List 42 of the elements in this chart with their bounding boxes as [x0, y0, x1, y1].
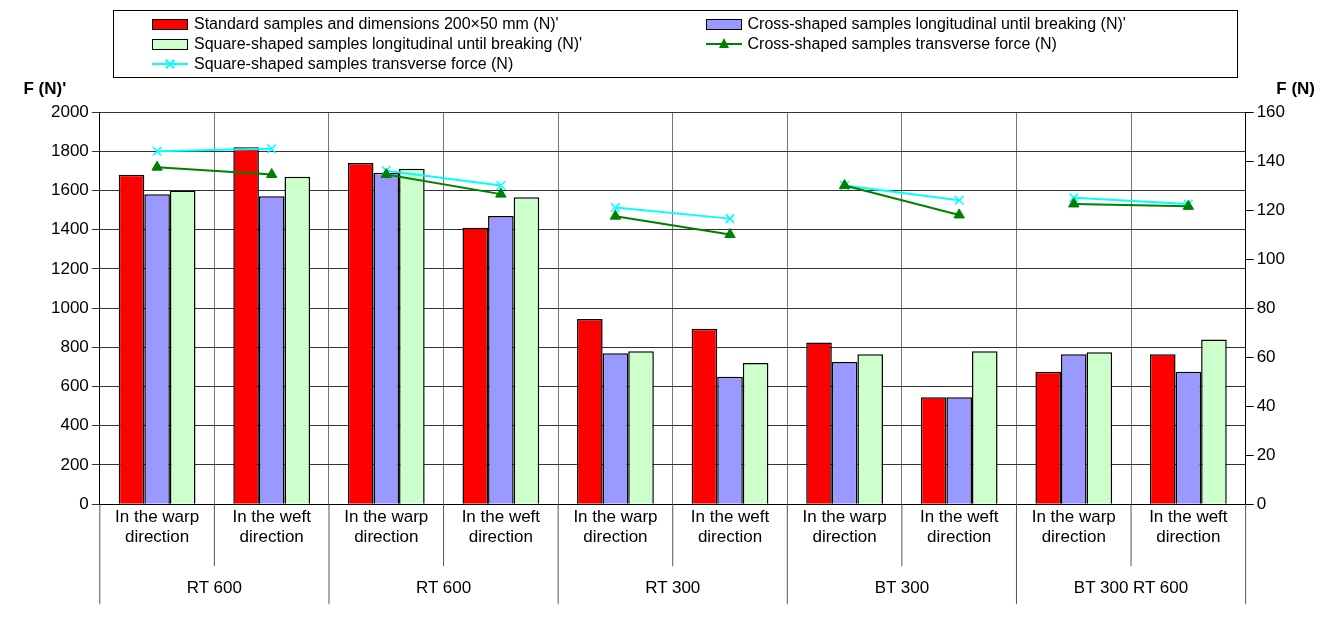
y2-tick-label: 60 [1256, 346, 1276, 366]
text: RT 600 [186, 577, 242, 597]
x-tick-label: In the warp direction [802, 507, 887, 547]
x-tick-label: In the weft direction [690, 507, 770, 547]
text: BT 300 RT 600 [1073, 577, 1189, 597]
y2-tick-label: 120 [1256, 199, 1286, 219]
text: RT 300 [645, 577, 701, 597]
y-tick-label: 1000 [50, 297, 89, 317]
y-tick-label: 2000 [50, 101, 89, 121]
y-tick-label: 1200 [50, 258, 89, 278]
y-tick-label: 200 [60, 454, 89, 474]
y2-tick-label: 160 [1256, 101, 1286, 121]
y-tick-label: 600 [60, 376, 89, 396]
text: BT 300 [874, 577, 930, 597]
y2-tick-label: 20 [1256, 444, 1276, 464]
x-tick-label: In the weft direction [461, 507, 541, 547]
y2-tick-label: 0 [1256, 493, 1267, 513]
y2-tick-label: 80 [1256, 297, 1276, 317]
y-tick-label: 1800 [50, 140, 89, 160]
x-tick-label: In the warp direction [344, 507, 429, 547]
x-tick-label: In the warp direction [1031, 507, 1116, 547]
legend-label: Standard samples and dimensions 200×50 mm (N)' [194, 15, 559, 33]
x-tick-label: In the warp direction [573, 507, 658, 547]
x-tick-label: In the warp direction [115, 507, 200, 547]
y-tick-label: 1400 [50, 219, 89, 239]
x-tick-label: In the weft direction [232, 507, 312, 547]
legend-label: Cross-shaped samples longitudinal until breaking (N)' [747, 15, 1126, 33]
legend-label: Square-shaped samples longitudinal until breaking (N)' [194, 35, 583, 53]
y2-axis-title: F (N) [1276, 79, 1315, 99]
x-tick-label: In the weft direction [1149, 507, 1228, 547]
legend-label: Square-shaped samples transverse force (N) [194, 55, 514, 73]
y-tick-label: 1600 [50, 180, 89, 200]
y-axis-title: F (N)' [23, 79, 67, 99]
x-tick-label: In the weft direction [919, 507, 999, 547]
y2-tick-label: 140 [1256, 150, 1286, 170]
y-tick-label: 800 [60, 337, 89, 357]
text: RT 600 [415, 577, 472, 597]
legend-label: Cross-shaped samples transverse force (N) [747, 35, 1057, 53]
y-tick-label: 0 [79, 493, 89, 513]
y-tick-label: 400 [60, 415, 89, 435]
y2-tick-label: 100 [1256, 248, 1286, 268]
y2-tick-label: 40 [1256, 395, 1276, 415]
